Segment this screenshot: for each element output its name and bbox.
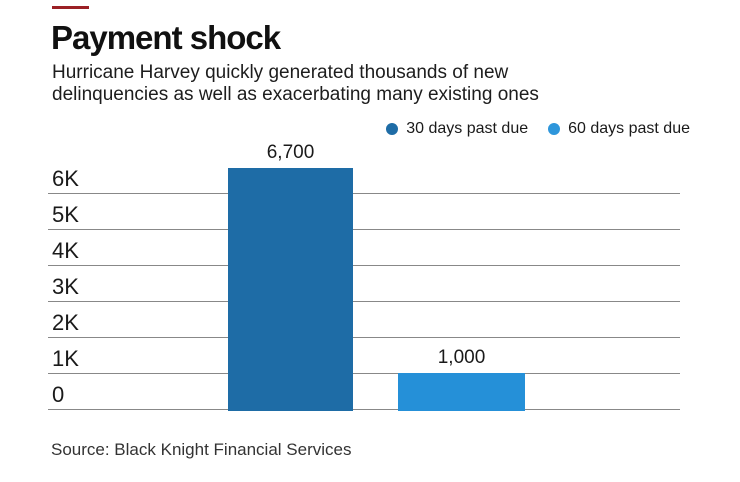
accent-dash xyxy=(52,6,89,9)
y-axis-tick-label-2K: 2K xyxy=(52,310,79,335)
bar-30-days-past-due xyxy=(228,167,353,411)
legend-label-60-days: 60 days past due xyxy=(568,120,690,137)
subtitle-line-1: Hurricane Harvey quickly generated thous… xyxy=(52,62,509,83)
subtitle-line-2: delinquencies as well as exacerbating ma… xyxy=(52,83,539,105)
gridline-5K xyxy=(48,229,680,230)
gridline-2K xyxy=(48,337,680,338)
y-axis-tick-label-5K: 5K xyxy=(52,202,79,227)
chart-title: Payment shock xyxy=(51,19,281,56)
legend-dot-30-days-icon xyxy=(386,123,399,135)
bar-value-label-60-days-past-due: 1,000 xyxy=(437,347,486,368)
chart-subtitle: Hurricane Harvey quickly generated thous… xyxy=(52,62,539,105)
y-axis-tick-label-6K: 6K xyxy=(52,166,79,191)
bar-value-label-30-days-past-due: 6,700 xyxy=(266,141,315,163)
legend: 30 days past due 60 days past due xyxy=(386,120,690,138)
gridline-1K xyxy=(48,373,680,374)
legend-item-60-days: 60 days past due xyxy=(548,120,690,138)
bar-60-days-past-due xyxy=(398,373,525,411)
legend-item-30-days: 30 days past due xyxy=(386,120,528,138)
gridline-3K xyxy=(48,301,680,302)
legend-label-30-days: 30 days past due xyxy=(406,120,529,137)
legend-dot-60-days-icon xyxy=(548,123,561,135)
source-attribution: Source: Black Knight Financial Services xyxy=(51,440,352,459)
y-axis-tick-label-1K: 1K xyxy=(52,346,79,371)
gridline-0 xyxy=(48,409,680,410)
y-axis-tick-label-4K: 4K xyxy=(52,238,79,263)
y-axis-tick-label-3K: 3K xyxy=(52,274,79,299)
y-axis-tick-label-0: 0 xyxy=(52,382,65,407)
gridline-4K xyxy=(48,265,680,266)
gridline-6K xyxy=(48,193,680,194)
